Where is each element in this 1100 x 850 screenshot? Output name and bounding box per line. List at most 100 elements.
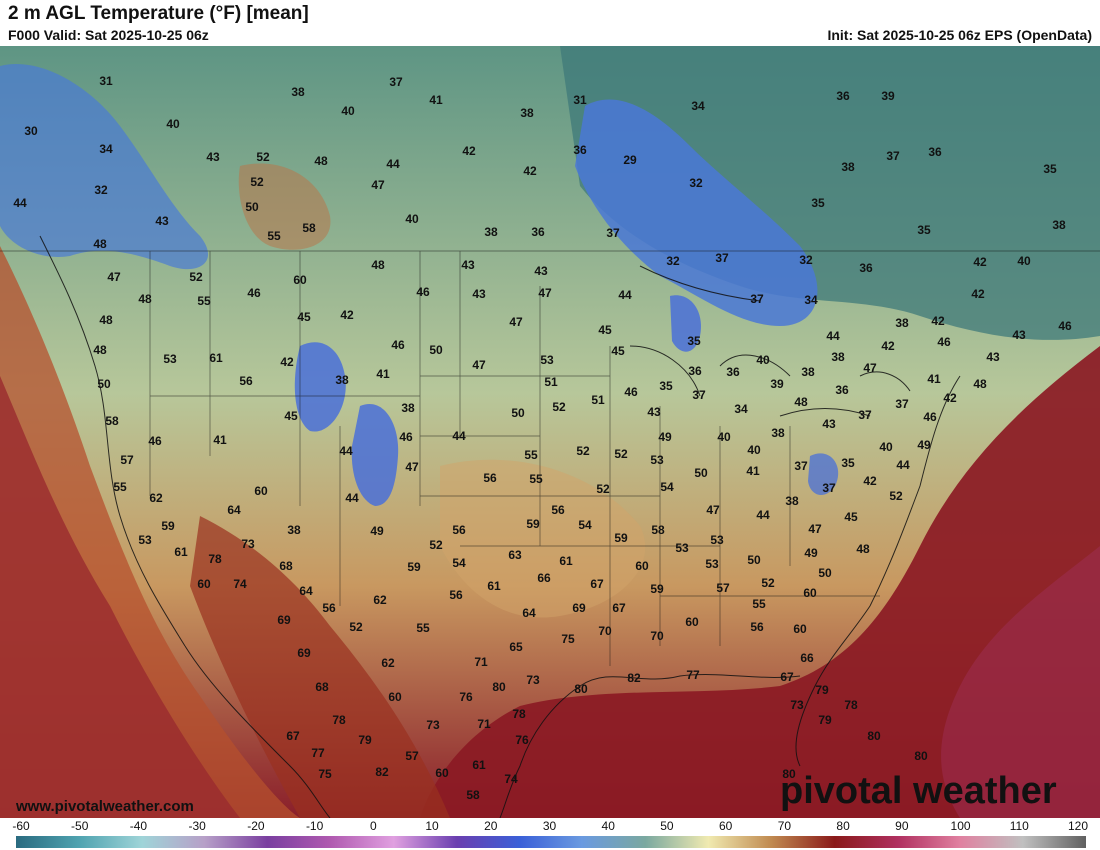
temp-label: 80 — [574, 682, 588, 696]
temp-label: 80 — [492, 680, 506, 694]
temp-label: 66 — [800, 651, 814, 665]
temp-label: 62 — [149, 491, 163, 505]
temp-label: 55 — [267, 229, 281, 243]
temp-label: 75 — [318, 767, 332, 781]
temp-label: 61 — [209, 351, 223, 365]
temp-label: 68 — [279, 559, 293, 573]
temp-label: 79 — [815, 683, 829, 697]
temp-label: 59 — [407, 560, 421, 574]
temp-label: 53 — [163, 352, 177, 366]
colorbar-tick: -20 — [247, 819, 265, 833]
temp-label: 30 — [24, 124, 38, 138]
temp-label: 60 — [435, 766, 449, 780]
temp-label: 38 — [771, 426, 785, 440]
temp-label: 56 — [452, 523, 466, 537]
temp-label: 38 — [335, 373, 349, 387]
temp-label: 75 — [561, 632, 575, 646]
temp-label: 42 — [943, 391, 957, 405]
temp-label: 80 — [782, 767, 796, 781]
temp-label: 52 — [349, 620, 363, 634]
temp-label: 54 — [660, 480, 674, 494]
temp-label: 47 — [107, 270, 121, 284]
temp-label: 60 — [635, 559, 649, 573]
temp-label: 58 — [105, 414, 119, 428]
temp-label: 73 — [526, 673, 540, 687]
temp-label: 37 — [895, 397, 909, 411]
temp-label: 44 — [452, 429, 466, 443]
temp-label: 43 — [1012, 328, 1026, 342]
temp-label: 46 — [1058, 319, 1072, 333]
temp-label: 46 — [416, 285, 430, 299]
temp-label: 36 — [531, 225, 545, 239]
temp-label: 41 — [213, 433, 227, 447]
temp-label: 59 — [614, 531, 628, 545]
temp-label: 41 — [429, 93, 443, 107]
temp-label: 53 — [675, 541, 689, 555]
temp-label: 36 — [688, 364, 702, 378]
site-credit[interactable]: www.pivotalweather.com — [16, 798, 194, 815]
colorbar-tick: 110 — [1009, 819, 1029, 833]
temp-label: 51 — [591, 393, 605, 407]
temp-label: 49 — [658, 430, 672, 444]
temp-label: 67 — [286, 729, 300, 743]
temp-label: 61 — [487, 579, 501, 593]
temp-label: 37 — [389, 75, 403, 89]
temp-label: 36 — [726, 365, 740, 379]
temp-label: 43 — [206, 150, 220, 164]
temp-label: 36 — [835, 383, 849, 397]
temp-label: 54 — [452, 556, 466, 570]
temp-label: 78 — [512, 707, 526, 721]
temp-label: 64 — [299, 584, 313, 598]
temp-label: 59 — [161, 519, 175, 533]
colorbar-tick: 80 — [836, 819, 850, 833]
temp-label: 48 — [314, 154, 328, 168]
temp-label: 68 — [315, 680, 329, 694]
temperature-map[interactable]: 31 30 40 38 37 41 40 34 43 52 48 44 42 38 31 34 36 39 32 52… — [0, 46, 1100, 818]
temp-label: 78 — [332, 713, 346, 727]
temp-label: 55 — [416, 621, 430, 635]
temp-label: 47 — [808, 522, 822, 536]
temp-label: 77 — [686, 668, 700, 682]
temp-label: 38 — [785, 494, 799, 508]
temp-label: 76 — [459, 690, 473, 704]
temp-label: 37 — [750, 292, 764, 306]
temp-label: 42 — [340, 308, 354, 322]
temp-label: 61 — [174, 545, 188, 559]
temp-label: 66 — [537, 571, 551, 585]
colorbar-tick: 90 — [895, 819, 909, 833]
init-time: Init: Sat 2025-10-25 06z EPS (OpenData) — [827, 27, 1092, 43]
temp-label: 36 — [573, 143, 587, 157]
temp-label: 49 — [804, 546, 818, 560]
temp-label: 52 — [889, 489, 903, 503]
temp-label: 70 — [650, 629, 664, 643]
colorbar-tick: 50 — [660, 819, 674, 833]
temp-label: 45 — [611, 344, 625, 358]
temp-label: 57 — [716, 581, 730, 595]
temp-label: 52 — [576, 444, 590, 458]
temp-label: 43 — [461, 258, 475, 272]
colorbar-tick: 30 — [542, 819, 557, 833]
temp-label: 64 — [227, 503, 241, 517]
temp-label: 42 — [971, 287, 985, 301]
temp-label: 37 — [606, 226, 620, 240]
temp-label: 38 — [484, 225, 498, 239]
temp-label: 50 — [429, 343, 443, 357]
colorbar-tick: 20 — [484, 819, 498, 833]
temp-label: 29 — [623, 153, 637, 167]
temp-label: 37 — [794, 459, 808, 473]
temp-label: 74 — [233, 577, 247, 591]
temp-label: 63 — [508, 548, 522, 562]
temp-label: 34 — [734, 402, 748, 416]
temp-label: 53 — [710, 533, 724, 547]
temp-label: 39 — [770, 377, 784, 391]
temp-label: 48 — [138, 292, 152, 306]
temp-label: 35 — [659, 379, 673, 393]
temp-label: 50 — [245, 200, 259, 214]
temp-label: 38 — [801, 365, 815, 379]
temp-label: 42 — [462, 144, 476, 158]
temp-label: 60 — [793, 622, 807, 636]
temp-label: 79 — [818, 713, 832, 727]
temp-label: 44 — [618, 288, 632, 302]
colorbar-tick: 100 — [950, 819, 971, 833]
temp-label: 57 — [120, 453, 134, 467]
